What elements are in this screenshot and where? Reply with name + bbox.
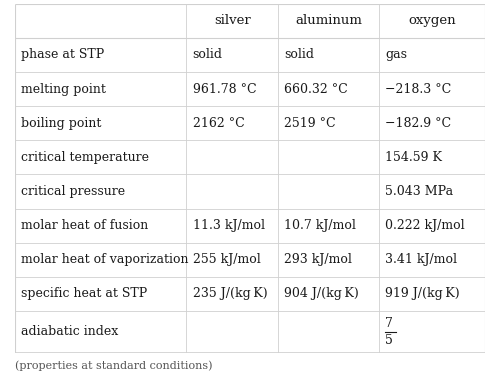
Text: 5.043 MPa: 5.043 MPa (385, 185, 454, 198)
Text: aluminum: aluminum (295, 14, 362, 27)
Text: 660.32 °C: 660.32 °C (284, 82, 348, 96)
Text: 11.3 kJ/mol: 11.3 kJ/mol (193, 219, 265, 232)
Text: 154.59 K: 154.59 K (385, 151, 442, 164)
Text: 0.222 kJ/mol: 0.222 kJ/mol (385, 219, 465, 232)
Text: solid: solid (284, 48, 314, 62)
Text: 5: 5 (385, 333, 393, 346)
Text: critical pressure: critical pressure (21, 185, 125, 198)
Text: silver: silver (214, 14, 251, 27)
Text: phase at STP: phase at STP (21, 48, 104, 62)
Text: adiabatic index: adiabatic index (21, 325, 118, 338)
Text: 3.41 kJ/mol: 3.41 kJ/mol (385, 253, 457, 266)
Text: −182.9 °C: −182.9 °C (385, 117, 451, 130)
Text: 10.7 kJ/mol: 10.7 kJ/mol (284, 219, 356, 232)
Text: boiling point: boiling point (21, 117, 101, 130)
Text: oxygen: oxygen (408, 14, 456, 27)
Text: 235 J/(kg K): 235 J/(kg K) (193, 287, 267, 300)
Text: 293 kJ/mol: 293 kJ/mol (284, 253, 352, 266)
Text: 919 J/(kg K): 919 J/(kg K) (385, 287, 460, 300)
Text: gas: gas (385, 48, 407, 62)
Text: specific heat at STP: specific heat at STP (21, 287, 147, 300)
Text: 2519 °C: 2519 °C (284, 117, 336, 130)
Text: 2162 °C: 2162 °C (193, 117, 244, 130)
Text: 255 kJ/mol: 255 kJ/mol (193, 253, 260, 266)
Text: solid: solid (193, 48, 222, 62)
Text: critical temperature: critical temperature (21, 151, 149, 164)
Text: 961.78 °C: 961.78 °C (193, 82, 256, 96)
Text: molar heat of fusion: molar heat of fusion (21, 219, 148, 232)
Text: 7: 7 (385, 317, 393, 330)
Text: melting point: melting point (21, 82, 106, 96)
Text: −218.3 °C: −218.3 °C (385, 82, 452, 96)
Text: molar heat of vaporization: molar heat of vaporization (21, 253, 188, 266)
Text: (properties at standard conditions): (properties at standard conditions) (15, 360, 212, 370)
Text: 904 J/(kg K): 904 J/(kg K) (284, 287, 359, 300)
